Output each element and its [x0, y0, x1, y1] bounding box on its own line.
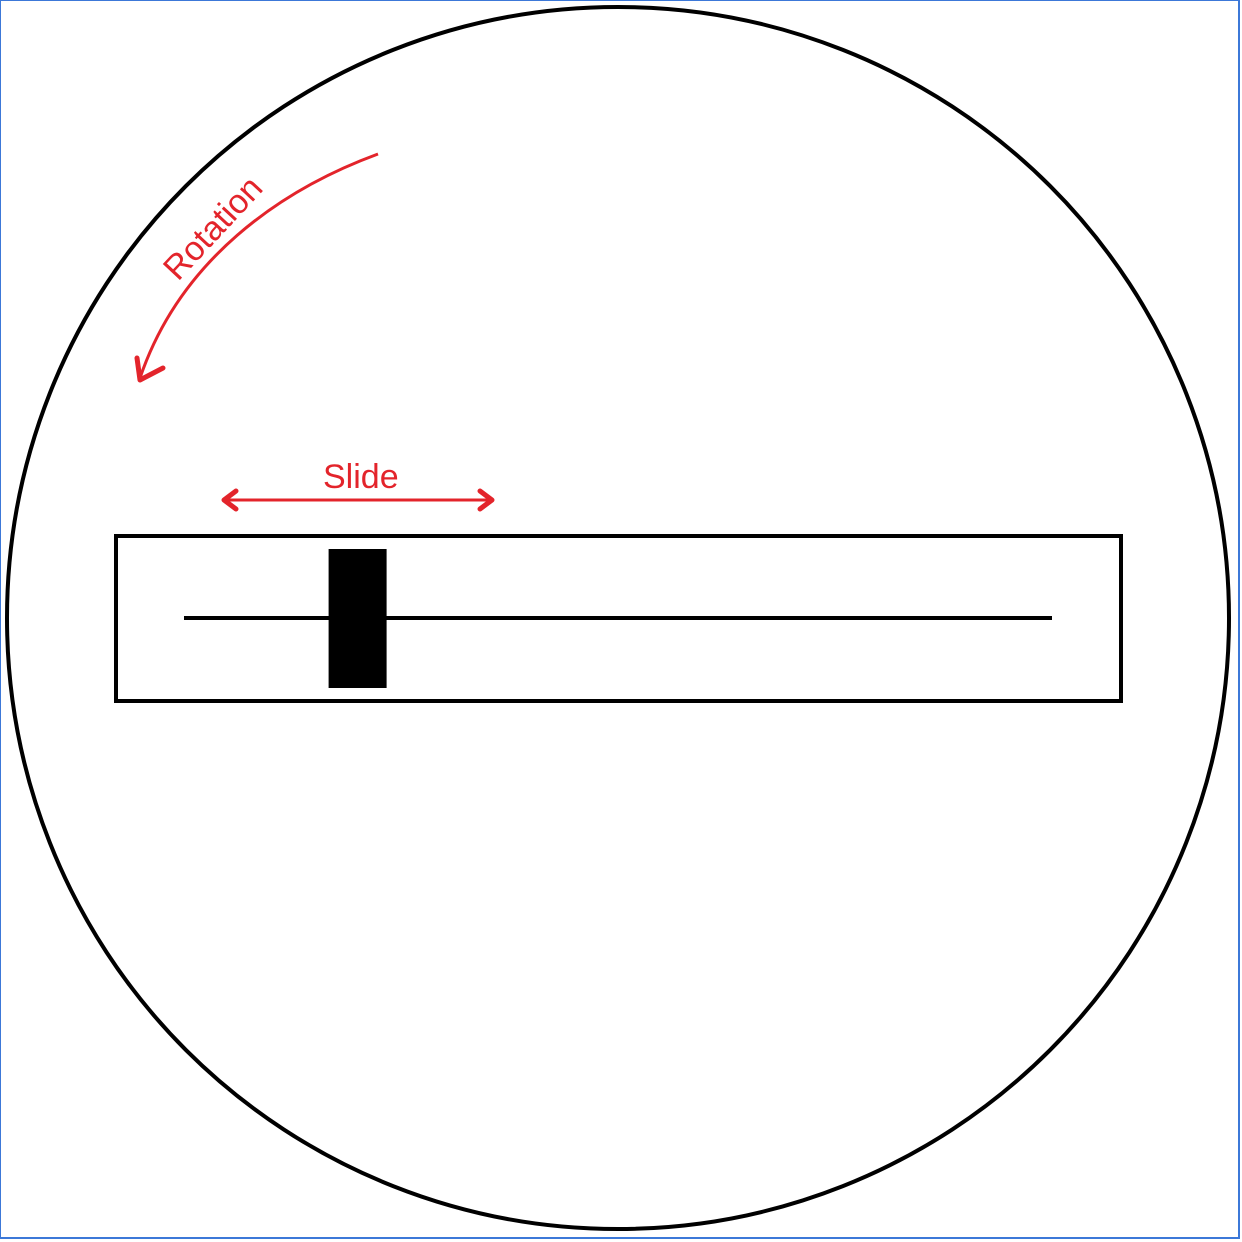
slide-label: Slide — [323, 458, 399, 496]
rotation-disc — [5, 5, 1231, 1231]
slide-arrowhead-left — [221, 488, 239, 512]
slider-housing — [114, 534, 1123, 703]
rotation-arrow — [138, 152, 379, 379]
rotation-label: Rotation — [156, 169, 270, 288]
slider-knob[interactable] — [328, 549, 387, 688]
slide-arrowhead-right — [477, 488, 495, 512]
rotation-arrowhead — [134, 355, 166, 383]
